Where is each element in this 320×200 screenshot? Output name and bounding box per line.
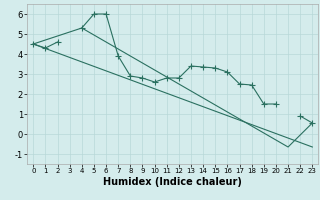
X-axis label: Humidex (Indice chaleur): Humidex (Indice chaleur) (103, 177, 242, 187)
